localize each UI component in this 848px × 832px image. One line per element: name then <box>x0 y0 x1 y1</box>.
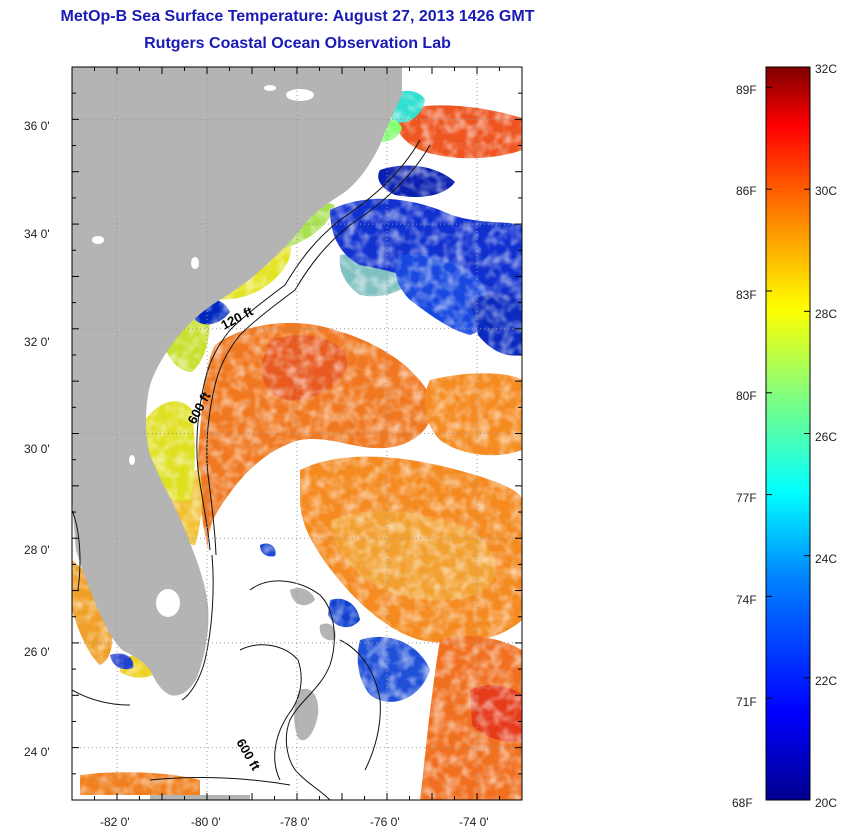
land-mass <box>72 67 402 800</box>
lat-label-36: 36 0' <box>24 119 50 133</box>
colorbar-label-77f: 77F <box>736 491 757 505</box>
lat-label-28: 28 0' <box>24 543 50 557</box>
isobath-contours <box>72 139 431 800</box>
colorbar-label-20c: 20C <box>815 796 838 810</box>
lon-label-76: -76 0' <box>370 815 400 829</box>
colorbar-label-22c: 22C <box>815 674 838 688</box>
colorbar-label-89f: 89F <box>736 83 757 97</box>
colorbar-label-28c: 28C <box>815 307 838 321</box>
lon-label-74: -74 0' <box>459 815 489 829</box>
axis-ticks <box>71 66 523 801</box>
colorbar-label-26c: 26C <box>815 430 838 444</box>
lakes <box>92 85 314 617</box>
lat-label-24: 24 0' <box>24 745 50 759</box>
colorbar <box>765 66 811 801</box>
colorbar-label-71f: 71F <box>736 695 757 709</box>
lon-label-82: -82 0' <box>100 815 130 829</box>
colorbar-label-86f: 86F <box>736 184 757 198</box>
colorbar-label-30c: 30C <box>815 184 838 198</box>
map-subtitle: Rutgers Coastal Ocean Observation Lab <box>144 35 451 52</box>
map-title: MetOp-B Sea Surface Temperature: August … <box>60 8 535 25</box>
colorbar-label-24c: 24C <box>815 552 838 566</box>
lat-label-30: 30 0' <box>24 442 50 456</box>
colorbar-label-74f: 74F <box>736 593 757 607</box>
lon-label-80: -80 0' <box>191 815 221 829</box>
lon-label-78: -78 0' <box>280 815 310 829</box>
lat-label-32: 32 0' <box>24 335 50 349</box>
colorbar-label-68f: 68F <box>732 796 753 810</box>
lat-label-26: 26 0' <box>24 645 50 659</box>
graticule <box>72 67 522 800</box>
colorbar-label-32c: 32C <box>815 62 838 76</box>
colorbar-ticks <box>766 66 810 801</box>
colorbar-label-83f: 83F <box>736 288 757 302</box>
colorbar-label-80f: 80F <box>736 389 757 403</box>
lat-label-34: 34 0' <box>24 227 50 241</box>
